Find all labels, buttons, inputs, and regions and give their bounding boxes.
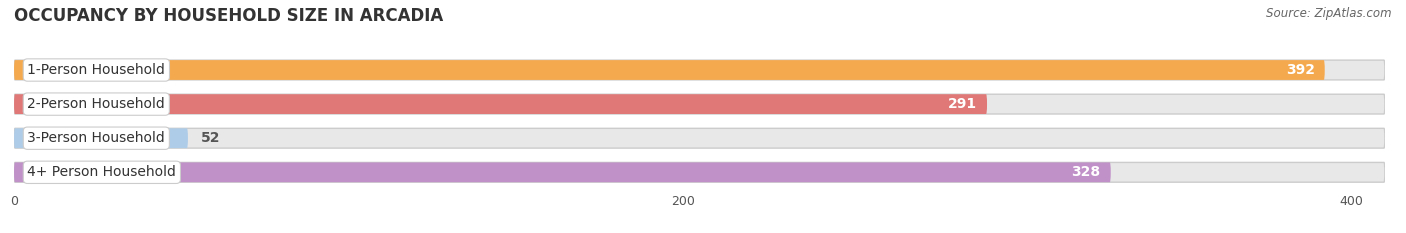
- Text: 3-Person Household: 3-Person Household: [28, 131, 165, 145]
- Text: 52: 52: [201, 131, 221, 145]
- FancyBboxPatch shape: [14, 94, 1385, 114]
- FancyBboxPatch shape: [14, 94, 987, 114]
- Text: 328: 328: [1071, 165, 1101, 179]
- Text: 392: 392: [1285, 63, 1315, 77]
- FancyBboxPatch shape: [14, 60, 1324, 80]
- Text: 4+ Person Household: 4+ Person Household: [28, 165, 176, 179]
- Text: OCCUPANCY BY HOUSEHOLD SIZE IN ARCADIA: OCCUPANCY BY HOUSEHOLD SIZE IN ARCADIA: [14, 7, 443, 25]
- FancyBboxPatch shape: [14, 128, 1385, 148]
- Text: 291: 291: [948, 97, 977, 111]
- Text: 2-Person Household: 2-Person Household: [28, 97, 165, 111]
- FancyBboxPatch shape: [14, 60, 1385, 80]
- Text: Source: ZipAtlas.com: Source: ZipAtlas.com: [1267, 7, 1392, 20]
- FancyBboxPatch shape: [14, 162, 1111, 182]
- Text: 1-Person Household: 1-Person Household: [28, 63, 166, 77]
- FancyBboxPatch shape: [14, 162, 1385, 182]
- FancyBboxPatch shape: [14, 128, 188, 148]
